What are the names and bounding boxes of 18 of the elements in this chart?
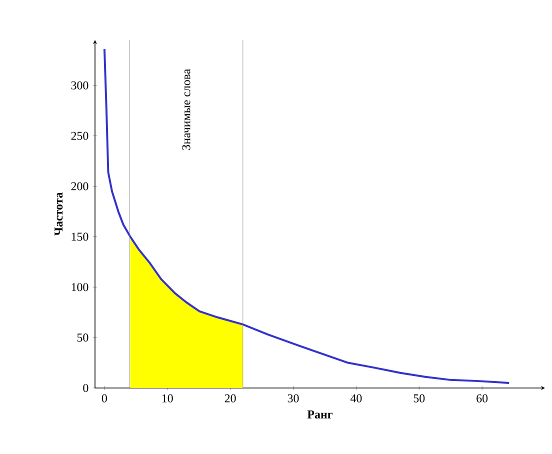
- x-tick-label: 30: [288, 394, 299, 402]
- x-tick-label: 10: [162, 394, 173, 402]
- y-tick-label: 150: [72, 232, 88, 241]
- line-series: [103, 48, 510, 384]
- x-tick-label: 0: [102, 394, 107, 402]
- y-tick-label: 100: [72, 283, 88, 292]
- x-axis-title: Ранг: [307, 410, 332, 418]
- y-tick-label: 300: [71, 81, 88, 90]
- x-tick-label: 20: [224, 394, 236, 402]
- annotation: Значимые слова: [182, 68, 190, 150]
- y-tick-label: 0: [83, 384, 88, 392]
- y-tick-label: 250: [71, 132, 88, 140]
- y-tick-label: 50: [77, 334, 88, 342]
- y-tick-label: 200: [71, 182, 88, 190]
- x-tick-label: 60: [476, 394, 488, 402]
- x-tick-label: 50: [414, 394, 425, 402]
- x-tick-label: 40: [350, 394, 362, 402]
- y-axis-title: Частота: [54, 192, 63, 236]
